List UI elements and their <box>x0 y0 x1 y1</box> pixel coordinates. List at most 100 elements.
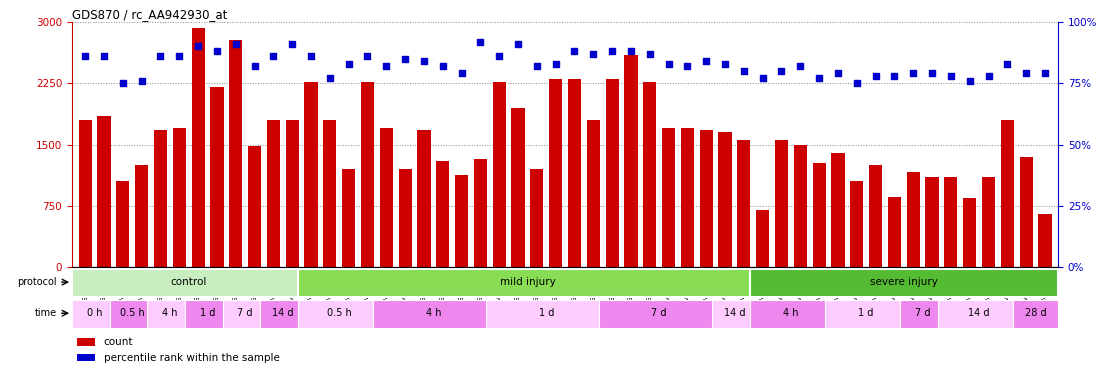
Bar <box>944 177 957 267</box>
FancyBboxPatch shape <box>1013 300 1058 328</box>
Bar <box>342 169 356 267</box>
Point <box>998 61 1016 67</box>
Bar <box>774 141 788 267</box>
Text: 14 d: 14 d <box>273 308 294 318</box>
FancyBboxPatch shape <box>72 300 117 328</box>
Text: 0 h: 0 h <box>86 308 102 318</box>
Text: 7 d: 7 d <box>652 308 667 318</box>
Bar <box>173 128 186 267</box>
Point <box>904 71 922 76</box>
Point <box>848 80 865 86</box>
Point <box>753 75 771 81</box>
Bar <box>79 120 92 267</box>
Point <box>772 68 790 74</box>
Bar <box>324 120 337 267</box>
Bar <box>361 82 375 267</box>
Point <box>565 48 583 54</box>
Bar <box>550 79 562 267</box>
Point <box>622 48 639 54</box>
Point <box>472 39 490 45</box>
Bar <box>455 175 469 267</box>
Bar <box>643 82 656 267</box>
Text: 7 d: 7 d <box>237 308 253 318</box>
Bar <box>211 87 224 267</box>
Bar <box>568 79 581 267</box>
Bar <box>850 182 863 267</box>
Bar <box>925 177 938 267</box>
Point <box>885 73 903 79</box>
Bar <box>267 120 280 267</box>
FancyBboxPatch shape <box>824 300 907 328</box>
FancyBboxPatch shape <box>260 300 306 328</box>
Bar <box>1001 120 1014 267</box>
Bar <box>625 55 637 267</box>
Point <box>640 51 658 57</box>
Point <box>810 75 828 81</box>
Text: 7 d: 7 d <box>915 308 931 318</box>
Text: protocol: protocol <box>18 277 57 287</box>
Text: mild injury: mild injury <box>500 277 555 287</box>
Text: 4 h: 4 h <box>783 308 799 318</box>
Point <box>829 71 847 76</box>
Bar <box>76 354 94 361</box>
Point <box>434 63 452 69</box>
Text: percentile rank within the sample: percentile rank within the sample <box>103 353 279 363</box>
FancyBboxPatch shape <box>486 300 606 328</box>
Bar <box>661 128 675 267</box>
Point <box>510 41 527 47</box>
Point <box>265 53 283 59</box>
Bar <box>229 40 243 267</box>
Point <box>227 41 245 47</box>
Point <box>340 61 358 67</box>
Point <box>397 56 414 61</box>
Point <box>735 68 752 74</box>
Bar <box>680 128 694 267</box>
Point <box>716 61 733 67</box>
Bar <box>135 165 148 267</box>
Text: 4 h: 4 h <box>425 308 441 318</box>
Point <box>547 61 565 67</box>
Point <box>95 53 113 59</box>
Bar <box>286 120 299 267</box>
FancyBboxPatch shape <box>599 300 719 328</box>
Point <box>603 48 620 54</box>
Bar <box>888 197 901 267</box>
Point <box>491 53 509 59</box>
Bar <box>98 116 111 267</box>
Bar <box>963 198 976 267</box>
Bar <box>756 210 769 267</box>
FancyBboxPatch shape <box>185 300 230 328</box>
Bar <box>531 169 543 267</box>
Bar <box>831 153 844 267</box>
Point <box>1036 71 1054 76</box>
Text: count: count <box>103 337 133 347</box>
Bar <box>192 29 205 267</box>
FancyBboxPatch shape <box>298 300 381 328</box>
Point <box>246 63 264 69</box>
Point <box>453 71 471 76</box>
Point <box>659 61 677 67</box>
Bar <box>812 163 825 267</box>
Point <box>584 51 602 57</box>
Bar <box>699 130 712 267</box>
Bar <box>718 132 731 267</box>
Bar <box>587 120 599 267</box>
FancyBboxPatch shape <box>223 300 268 328</box>
FancyBboxPatch shape <box>749 300 832 328</box>
Point <box>697 58 715 64</box>
Bar <box>418 130 431 267</box>
Text: severe injury: severe injury <box>870 277 937 287</box>
Bar <box>76 338 94 346</box>
FancyBboxPatch shape <box>711 300 757 328</box>
Text: 0.5 h: 0.5 h <box>327 308 351 318</box>
FancyBboxPatch shape <box>72 269 306 297</box>
Point <box>114 80 132 86</box>
Bar <box>116 182 130 267</box>
FancyBboxPatch shape <box>373 300 493 328</box>
Bar <box>154 130 167 267</box>
FancyBboxPatch shape <box>749 269 1058 297</box>
Text: 14 d: 14 d <box>724 308 746 318</box>
Bar <box>380 128 393 267</box>
FancyBboxPatch shape <box>147 300 193 328</box>
Text: 1 d: 1 d <box>538 308 554 318</box>
